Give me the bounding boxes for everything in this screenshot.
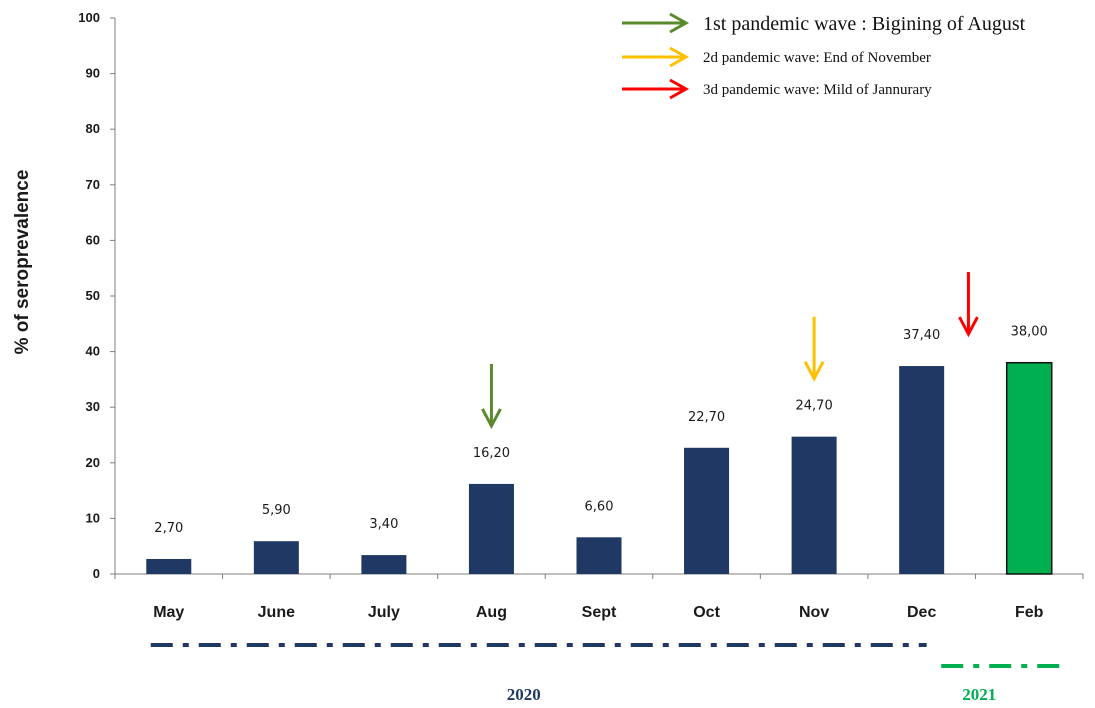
legend-item: 3d pandemic wave: Mild of Jannurary: [622, 78, 932, 100]
bar-may: [146, 558, 192, 574]
category-label: Aug: [476, 604, 507, 621]
year-label: 2021: [962, 685, 996, 704]
y-tick-label: 80: [86, 121, 100, 136]
category-label: Dec: [907, 604, 936, 621]
category-label: May: [153, 604, 184, 621]
right-arrow-icon: [622, 78, 690, 100]
right-arrow-icon: [622, 46, 690, 68]
data-label: 24,70: [796, 399, 833, 414]
data-labels: 2,70 5,90 3,40 16,20 6,60 22,70 24,70 37,40 38,0…: [154, 325, 1048, 536]
legend-label: 1st pandemic wave : Bigining of August: [703, 13, 1026, 35]
y-ticks: 0 10 20 30 40 50 60 70 80 90 100: [78, 10, 115, 581]
arrow-head: [958, 316, 979, 338]
wave-markers: [481, 272, 979, 430]
year-label: 2020: [507, 685, 541, 704]
bar-feb: [1005, 361, 1053, 575]
legend-item: 1st pandemic wave : Bigining of August: [622, 12, 1026, 35]
arrow-head: [803, 360, 825, 382]
right-arrow-icon: [622, 12, 690, 34]
legend-label: 3d pandemic wave: Mild of Jannurary: [703, 82, 932, 98]
data-label: 6,60: [585, 499, 614, 514]
down-arrow-icon: [481, 363, 502, 430]
y-tick-label: 30: [86, 399, 100, 414]
category-label: June: [258, 604, 295, 621]
category-label: Nov: [799, 604, 829, 621]
year-groups: 2020 2021: [150, 643, 1062, 704]
y-tick-label: 100: [78, 10, 100, 25]
y-tick-label: 0: [93, 566, 100, 581]
y-tick-label: 70: [86, 177, 100, 192]
arrow-head: [669, 12, 690, 34]
legend-item: 2d pandemic wave: End of November: [622, 46, 931, 68]
legend: 1st pandemic wave : Bigining of August 2d…: [622, 12, 1026, 100]
y-tick-label: 50: [86, 288, 100, 303]
x-ticks: [114, 574, 1084, 579]
y-tick-label: 60: [86, 232, 100, 247]
data-label: 37,40: [903, 328, 940, 343]
category-label: Sept: [582, 604, 617, 621]
legend-label: 2d pandemic wave: End of November: [703, 50, 931, 66]
data-label: 16,20: [473, 446, 510, 461]
bar-nov: [791, 436, 837, 574]
category-labels: May June July Aug Sept Oct Nov Dec Feb: [153, 604, 1043, 621]
arrow-head: [669, 78, 690, 100]
y-tick-label: 40: [86, 344, 100, 359]
data-label: 22,70: [688, 410, 725, 425]
category-label: July: [368, 604, 400, 621]
bar-dec: [899, 366, 945, 574]
bar-aug: [468, 483, 514, 574]
down-arrow-icon: [803, 316, 825, 382]
arrow-head: [481, 408, 502, 430]
down-arrow-icon: [958, 272, 979, 338]
category-label: Oct: [693, 604, 720, 621]
bar-oct: [684, 447, 730, 574]
data-label: 2,70: [154, 521, 183, 536]
y-tick-label: 20: [86, 455, 100, 470]
data-label: 38,00: [1011, 325, 1048, 340]
category-label: Feb: [1015, 604, 1044, 621]
bars: [146, 361, 1053, 575]
y-tick-label: 10: [86, 510, 100, 525]
bar-june: [253, 541, 299, 574]
arrow-head: [669, 46, 690, 68]
bar-sept: [576, 537, 622, 574]
data-label: 3,40: [369, 517, 398, 532]
bar-july: [361, 555, 407, 574]
y-tick-label: 90: [86, 66, 100, 81]
data-label: 5,90: [262, 503, 291, 518]
y-axis-label: % of seroprevalence: [12, 170, 33, 355]
